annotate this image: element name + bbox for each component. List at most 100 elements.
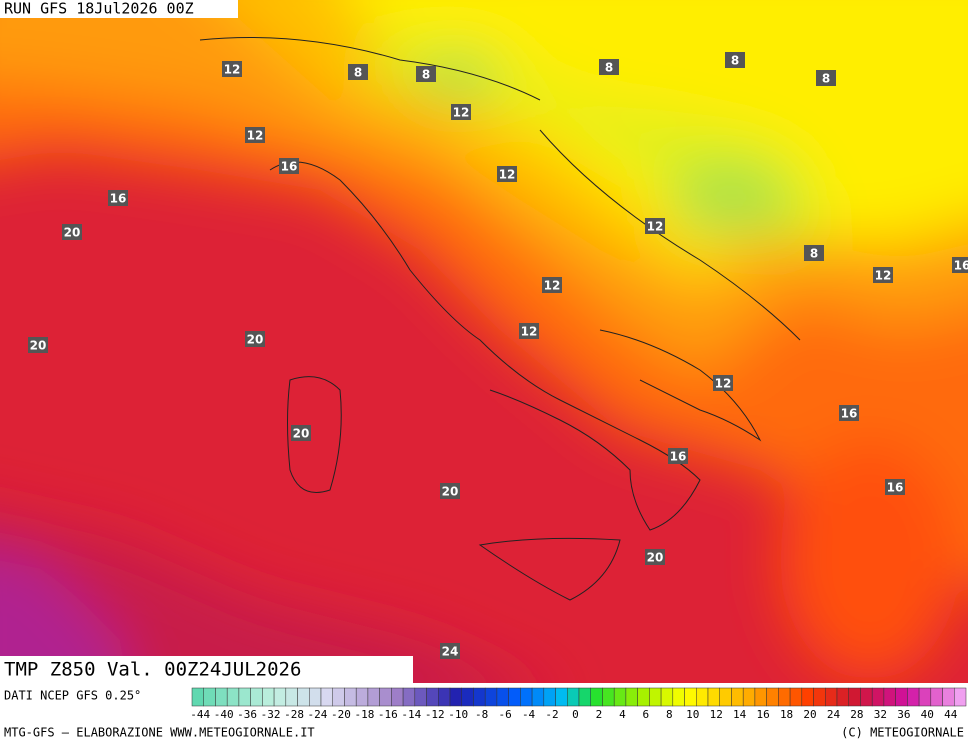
legend-label: -14	[401, 708, 421, 721]
legend-swatch	[531, 687, 545, 707]
contour-label-box	[62, 224, 82, 240]
legend-label: -18	[354, 708, 374, 721]
legend-label: 36	[897, 708, 910, 721]
legend-swatch	[660, 687, 674, 707]
contour-label-box	[291, 425, 311, 441]
color-legend: -44 -40 -36 -32 -28 -24 -20 -18 -16 -14 -12 -10 -8 -6…	[190, 687, 967, 721]
legend-swatch	[848, 687, 861, 707]
legend-swatch	[907, 687, 920, 707]
legend-swatch	[684, 687, 697, 707]
legend-swatch	[320, 687, 333, 707]
legend-label: 40	[921, 708, 934, 721]
contour-label-box	[222, 61, 242, 77]
legend-swatch	[883, 687, 896, 707]
contour-label: 12	[247, 129, 264, 143]
field-box	[0, 656, 413, 684]
legend-label: 18	[780, 708, 793, 721]
legend-swatch	[309, 687, 322, 707]
contour-label-box	[725, 52, 745, 68]
contour-label-box	[542, 277, 562, 293]
legend-label: -40	[214, 708, 234, 721]
contour-label: 24	[442, 645, 459, 659]
legend-swatch	[355, 687, 369, 707]
legend-swatch	[672, 687, 685, 707]
contour-label-box	[952, 257, 968, 273]
legend-label: -16	[378, 708, 398, 721]
contour-label-box	[873, 267, 893, 283]
contour-label: 20	[30, 339, 47, 353]
legend-swatch	[613, 687, 627, 707]
legend-swatch	[895, 687, 908, 707]
legend-label: -4	[522, 708, 536, 721]
legend-swatch	[391, 687, 404, 707]
legend-swatch	[954, 687, 967, 707]
contour-label-box	[519, 323, 539, 339]
legend-swatch	[836, 687, 849, 707]
legend-label: -28	[284, 708, 304, 721]
legend-label: -32	[261, 708, 281, 721]
legend-swatch	[238, 687, 251, 707]
legend-swatch	[719, 687, 732, 707]
legend-swatch	[344, 687, 357, 707]
legend-swatch	[602, 687, 615, 707]
legend-label: -20	[331, 708, 351, 721]
header-box	[0, 0, 238, 18]
legend-label: -2	[545, 708, 558, 721]
contour-label: 20	[247, 333, 264, 347]
legend-label: -8	[475, 708, 488, 721]
data-source: DATI NCEP GFS 0.25°	[4, 689, 141, 703]
legend-swatch	[215, 687, 228, 707]
legend-label: 0	[572, 708, 579, 721]
legend-swatch	[778, 687, 791, 707]
legend-swatch	[637, 687, 650, 707]
contour-label: 16	[887, 481, 904, 495]
contour-label-box	[245, 331, 265, 347]
legend-swatch	[262, 687, 275, 707]
legend-label: 20	[803, 708, 816, 721]
legend-label: 4	[619, 708, 626, 721]
legend-label: -44	[190, 708, 210, 721]
legend-label: 12	[710, 708, 723, 721]
contour-label-box	[885, 479, 905, 495]
legend-label: 28	[850, 708, 863, 721]
contour-label: 16	[281, 160, 298, 174]
legend-swatch	[871, 687, 885, 707]
field-info: TMP Z850 Val. 00Z24JUL2026	[4, 659, 301, 681]
contour-label: 12	[453, 106, 470, 120]
legend-swatch	[461, 687, 474, 707]
legend-swatch	[578, 687, 591, 707]
legend-swatch	[930, 687, 943, 707]
legend-swatch	[707, 687, 720, 707]
contour-label: 12	[521, 325, 538, 339]
contour-label: 12	[499, 168, 516, 182]
copyright: (C) METEOGIORNALE	[841, 726, 964, 740]
legend-swatch	[590, 687, 603, 707]
legend-swatch	[226, 687, 240, 707]
contour-label-box	[599, 59, 619, 75]
legend-swatch	[789, 687, 803, 707]
contour-label: 8	[605, 61, 613, 75]
legend-label: -6	[498, 708, 511, 721]
legend-swatch	[543, 687, 556, 707]
legend-label: 8	[666, 708, 673, 721]
legend-swatch	[918, 687, 932, 707]
legend-swatch	[250, 687, 263, 707]
legend-swatch	[567, 687, 580, 707]
contour-label-box	[108, 190, 128, 206]
legend-swatch	[825, 687, 838, 707]
contour-label: 8	[731, 54, 739, 68]
contour-label-box	[416, 66, 436, 82]
contour-label-box	[28, 337, 48, 353]
legend-swatch	[742, 687, 756, 707]
contour-label: 16	[954, 259, 968, 273]
legend-swatch	[426, 687, 439, 707]
credit: MTG-GFS — ELABORAZIONE WWW.METEOGIORNALE…	[4, 726, 315, 740]
legend-swatch	[379, 687, 392, 707]
contour-label-box	[245, 127, 265, 143]
legend-swatch	[555, 687, 568, 707]
contour-label: 12	[224, 63, 241, 77]
legend-swatch	[273, 687, 287, 707]
